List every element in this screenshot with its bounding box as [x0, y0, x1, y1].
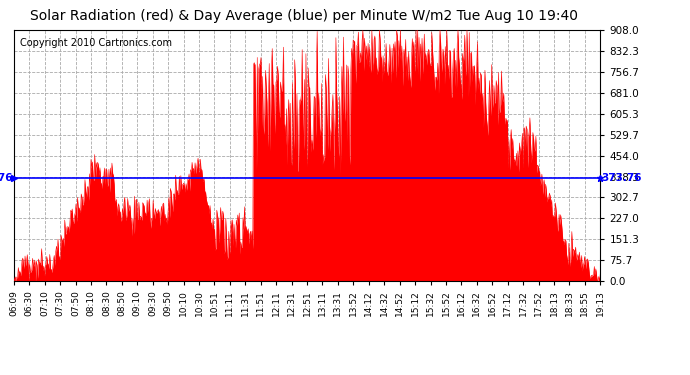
Text: 373.76: 373.76: [601, 173, 642, 183]
Text: Solar Radiation (red) & Day Average (blue) per Minute W/m2 Tue Aug 10 19:40: Solar Radiation (red) & Day Average (blu…: [30, 9, 578, 23]
Text: 373.76: 373.76: [0, 173, 13, 183]
Text: Copyright 2010 Cartronics.com: Copyright 2010 Cartronics.com: [19, 38, 172, 48]
